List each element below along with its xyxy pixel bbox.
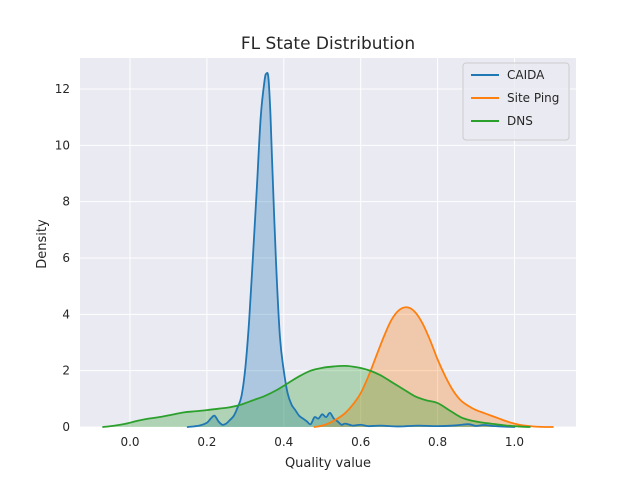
- legend-label: CAIDA: [507, 68, 545, 82]
- chart-title: FL State Distribution: [241, 34, 415, 54]
- x-tick-label: 0.2: [197, 435, 216, 449]
- density-line-site-ping: [313, 306, 554, 428]
- density-line-dns: [102, 364, 531, 428]
- density-area-dns: [103, 365, 530, 427]
- line-layer: [102, 72, 554, 428]
- x-tick-label: 0.4: [274, 435, 293, 449]
- y-tick-label: 6: [62, 251, 70, 265]
- x-tick-label: 1.0: [505, 435, 524, 449]
- y-tick-label: 0: [62, 420, 70, 434]
- y-tick-label: 12: [55, 82, 70, 96]
- density-area-caida: [187, 72, 515, 427]
- x-tick-label: 0.8: [428, 435, 447, 449]
- y-tick-label: 4: [62, 307, 70, 321]
- tick-layer: 0.0 0.2 0.4 0.6 0.8 1.0 0 2 4 6 8 10 12: [55, 82, 524, 449]
- x-axis-label: Quality value: [285, 456, 371, 471]
- y-tick-label: 2: [62, 364, 70, 378]
- density-line-caida: [186, 72, 516, 428]
- y-axis-label: Density: [35, 219, 50, 269]
- density-area-site-ping: [314, 307, 553, 427]
- y-tick-label: 10: [55, 138, 70, 152]
- y-tick-label: 8: [62, 195, 70, 209]
- area-layer: [103, 72, 553, 427]
- x-tick-label: 0.0: [120, 435, 139, 449]
- legend-label: Site Ping: [507, 91, 559, 105]
- legend: CAIDA Site Ping DNS: [462, 62, 570, 141]
- x-tick-label: 0.6: [351, 435, 370, 449]
- legend-label: DNS: [507, 114, 533, 128]
